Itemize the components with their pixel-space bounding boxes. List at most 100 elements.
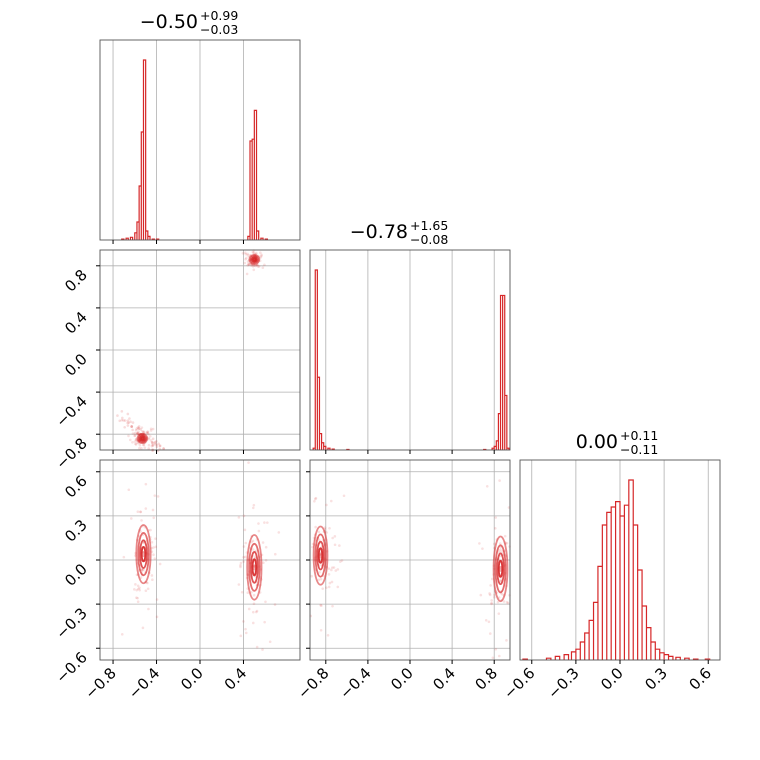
scatter-point — [157, 442, 161, 446]
scatter-point — [317, 538, 321, 542]
y-tick-label: 0.6 — [61, 472, 91, 502]
param-title-2: 0.00 — [576, 431, 618, 453]
scatter-point — [237, 583, 241, 586]
scatter-point — [246, 591, 250, 595]
scatter-point — [493, 595, 496, 599]
scatter-point — [123, 419, 127, 422]
scatter-point — [243, 251, 247, 254]
histogram-1 — [312, 269, 510, 451]
scatter-point — [142, 430, 146, 434]
contour-level — [252, 257, 257, 262]
contour-level — [250, 551, 259, 584]
scatter-point — [135, 588, 139, 592]
scatter-point — [254, 610, 258, 614]
scatter-point — [254, 251, 258, 255]
scatter-point — [242, 555, 245, 559]
scatter-point — [122, 555, 126, 559]
scatter-point — [141, 430, 145, 434]
scatter-point — [130, 425, 133, 428]
param-title-minus-0: −0.03 — [200, 22, 238, 37]
scatter-point — [257, 522, 260, 525]
scatter-point — [134, 443, 138, 446]
scatter-point — [261, 648, 264, 651]
scatter-point — [331, 604, 334, 608]
scatter-point — [479, 593, 483, 597]
param-title-plus-1: +1.65 — [410, 218, 448, 233]
scatter-point — [252, 564, 256, 568]
y-tick-label: 0.8 — [61, 266, 91, 296]
scatter-point — [330, 566, 334, 569]
scatter-point — [240, 590, 244, 594]
scatter-point — [151, 444, 155, 447]
scatter-point — [329, 499, 333, 503]
scatter-point — [151, 440, 154, 444]
scatter-point — [131, 428, 134, 432]
scatter-point — [488, 632, 492, 635]
x-tick-label: 0.0 — [177, 664, 207, 694]
scatter-point — [243, 555, 247, 559]
scatter-point — [126, 412, 130, 416]
scatter-point — [131, 421, 135, 424]
scatter-point — [134, 438, 138, 441]
scatter-point — [497, 596, 501, 599]
scatter-point — [138, 586, 141, 590]
scatter-point — [239, 565, 242, 569]
param-title-plus-0: +0.99 — [200, 8, 238, 23]
scatter-point — [152, 516, 156, 520]
scatter-point — [244, 627, 247, 631]
scatter-point — [151, 578, 154, 582]
x-tick-label: 0.0 — [597, 664, 627, 694]
scatter-point — [263, 263, 266, 267]
scatter-point — [136, 432, 139, 435]
ticks-2-0: −0.8 −0.4 0.0 0.4 0.6 0.3 0.0 −0.3 −0.6 — [52, 471, 250, 703]
scatter-point — [142, 568, 145, 571]
scatter-point — [319, 628, 323, 632]
scatter-point — [152, 553, 155, 557]
y-tick-label: 0.3 — [61, 516, 91, 546]
scatter-point — [251, 548, 255, 551]
scatter-point — [136, 431, 139, 435]
scatter-point — [498, 542, 502, 545]
scatter-point — [317, 530, 321, 534]
scatter-point — [501, 592, 504, 596]
scatter-point — [150, 574, 154, 577]
scatter-point — [129, 420, 132, 424]
scatter-point — [120, 633, 124, 636]
scatter-point — [139, 510, 142, 514]
mode-core — [139, 435, 146, 442]
scatter-point — [494, 516, 498, 519]
scatter-point — [242, 545, 246, 548]
scatter-point — [150, 540, 154, 544]
x-tick-label: −0.3 — [544, 664, 582, 702]
scatter-point — [502, 600, 506, 603]
scatter-point — [499, 550, 502, 554]
scatter-point — [327, 567, 331, 570]
scatter-point — [131, 432, 135, 435]
scatter-point — [494, 647, 498, 651]
scatter-point — [153, 494, 157, 497]
scatter-point — [149, 427, 153, 431]
scatter-point — [490, 602, 493, 606]
scatter-point — [147, 443, 151, 447]
grid-lines-1-1 — [325, 250, 495, 450]
scatter-point — [144, 438, 148, 441]
scatter-point — [155, 445, 159, 449]
scatter-point — [142, 541, 145, 545]
scatter-point — [142, 443, 146, 447]
scatter-point — [251, 250, 255, 254]
scatter-point — [144, 589, 148, 593]
ticks-0-0 — [112, 240, 244, 244]
mode-core — [251, 256, 258, 263]
contour-level — [494, 544, 507, 594]
scatter-point — [498, 479, 501, 482]
scatter-point — [330, 580, 334, 584]
scatter-point — [141, 429, 144, 433]
scatter-point — [149, 528, 152, 532]
contour-level — [317, 547, 324, 564]
scatter-point — [116, 414, 119, 417]
scatter-point — [319, 577, 323, 581]
scatter-point — [134, 442, 137, 446]
scatter-point — [137, 587, 140, 591]
scatter-point — [490, 599, 493, 602]
